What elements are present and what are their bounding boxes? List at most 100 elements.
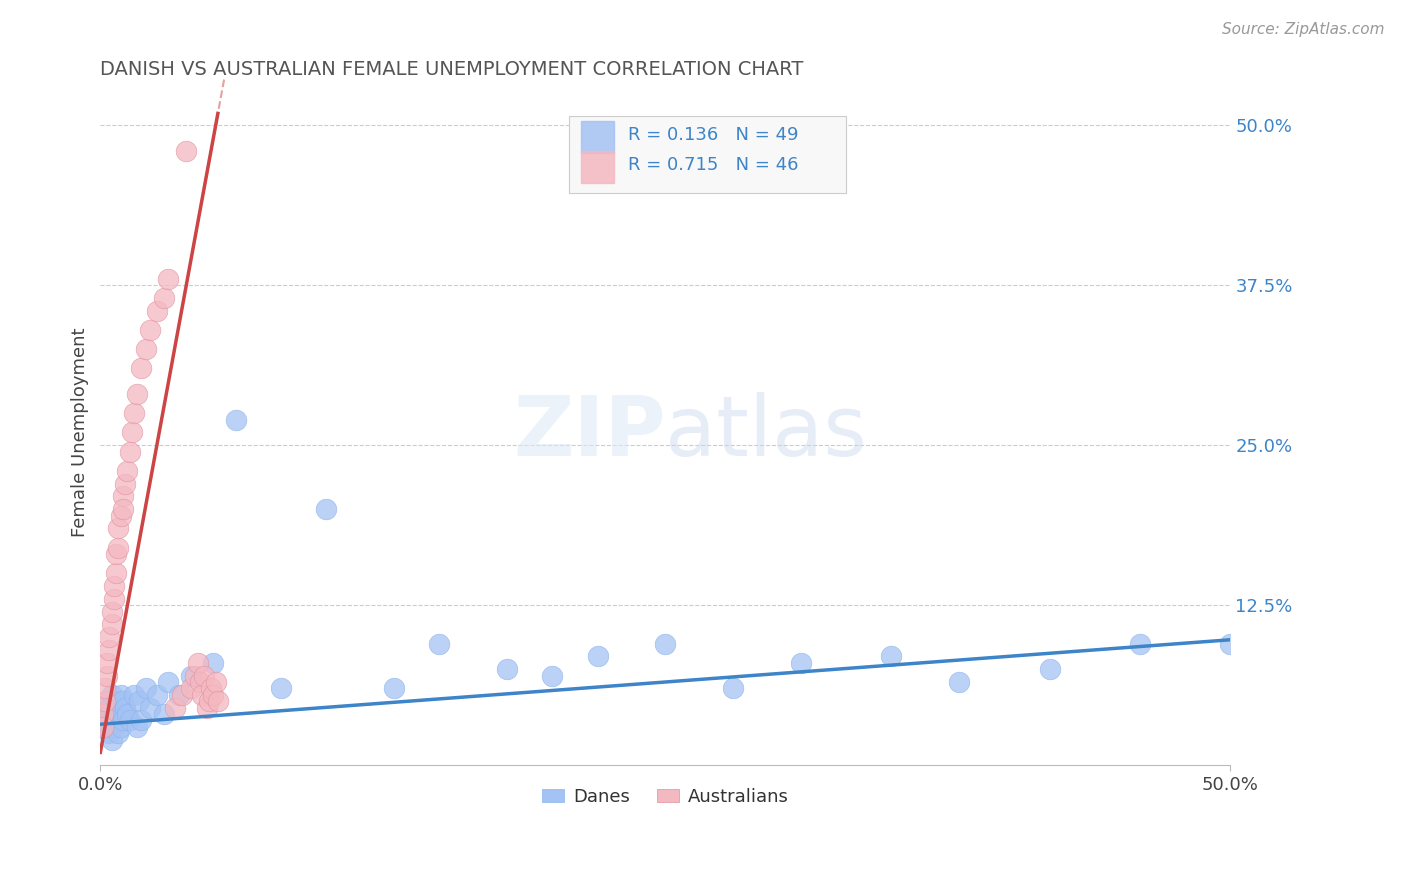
Point xyxy=(128,694,150,708)
Point xyxy=(96,694,118,708)
Point xyxy=(100,605,122,619)
Legend: Danes, Australians: Danes, Australians xyxy=(536,780,796,813)
Point xyxy=(91,720,114,734)
Point xyxy=(193,668,215,682)
Point xyxy=(103,591,125,606)
Text: ZIP: ZIP xyxy=(513,392,665,473)
Point xyxy=(107,541,129,555)
Point xyxy=(111,694,134,708)
Point xyxy=(135,342,157,356)
Point xyxy=(94,694,117,708)
Point xyxy=(195,700,218,714)
Point xyxy=(157,272,180,286)
Point xyxy=(100,732,122,747)
Point xyxy=(169,688,191,702)
Point xyxy=(103,720,125,734)
Point xyxy=(105,547,128,561)
Point xyxy=(880,649,903,664)
Point xyxy=(129,714,152,728)
Point xyxy=(117,706,139,721)
Point xyxy=(98,726,121,740)
Point xyxy=(91,706,114,721)
Point xyxy=(107,726,129,740)
Point xyxy=(96,668,118,682)
Point xyxy=(125,387,148,401)
Point xyxy=(110,720,132,734)
Point xyxy=(118,444,141,458)
Point xyxy=(1219,637,1241,651)
Point xyxy=(139,700,162,714)
Point xyxy=(98,630,121,644)
Point xyxy=(790,656,813,670)
Point xyxy=(111,714,134,728)
Point xyxy=(382,681,405,696)
Point xyxy=(96,720,118,734)
Point xyxy=(98,700,121,714)
Point xyxy=(180,668,202,682)
Point xyxy=(157,675,180,690)
Point xyxy=(146,688,169,702)
Point xyxy=(315,502,337,516)
Point xyxy=(91,706,114,721)
Point xyxy=(152,706,174,721)
Point xyxy=(225,412,247,426)
Point xyxy=(721,681,744,696)
Point xyxy=(122,406,145,420)
Point xyxy=(98,643,121,657)
Point xyxy=(110,688,132,702)
Point xyxy=(1129,637,1152,651)
Point xyxy=(191,688,214,702)
Point xyxy=(114,476,136,491)
Point xyxy=(139,323,162,337)
Point xyxy=(541,668,564,682)
Point xyxy=(107,521,129,535)
Bar xyxy=(581,121,614,153)
FancyBboxPatch shape xyxy=(569,116,846,193)
Point xyxy=(118,714,141,728)
Point xyxy=(204,675,226,690)
Point xyxy=(135,681,157,696)
Point xyxy=(111,490,134,504)
Point xyxy=(100,688,122,702)
Point xyxy=(202,688,225,702)
Point xyxy=(129,361,152,376)
Point xyxy=(111,502,134,516)
Point xyxy=(186,656,208,670)
Point xyxy=(117,464,139,478)
Point xyxy=(174,144,197,158)
Point xyxy=(198,694,221,708)
Y-axis label: Female Unemployment: Female Unemployment xyxy=(72,327,89,537)
Point xyxy=(948,675,970,690)
Point xyxy=(586,649,609,664)
Point xyxy=(110,508,132,523)
Point xyxy=(202,656,225,670)
Point xyxy=(105,566,128,581)
Point xyxy=(103,579,125,593)
Point xyxy=(1038,662,1060,676)
Point xyxy=(170,688,193,702)
Point xyxy=(105,694,128,708)
Point xyxy=(163,700,186,714)
Point xyxy=(496,662,519,676)
Point xyxy=(125,720,148,734)
Point xyxy=(103,706,125,721)
Point xyxy=(184,668,207,682)
Point xyxy=(146,303,169,318)
Text: Source: ZipAtlas.com: Source: ZipAtlas.com xyxy=(1222,22,1385,37)
Point xyxy=(96,656,118,670)
Point xyxy=(188,675,211,690)
Point xyxy=(100,617,122,632)
Point xyxy=(152,291,174,305)
Point xyxy=(180,681,202,696)
Point xyxy=(200,681,222,696)
Point xyxy=(122,688,145,702)
Point xyxy=(654,637,676,651)
Point xyxy=(207,694,229,708)
Text: R = 0.136   N = 49: R = 0.136 N = 49 xyxy=(628,126,799,144)
Point xyxy=(121,425,143,440)
Point xyxy=(105,714,128,728)
Point xyxy=(270,681,292,696)
Point xyxy=(107,700,129,714)
Point xyxy=(94,681,117,696)
Text: DANISH VS AUSTRALIAN FEMALE UNEMPLOYMENT CORRELATION CHART: DANISH VS AUSTRALIAN FEMALE UNEMPLOYMENT… xyxy=(100,60,804,78)
